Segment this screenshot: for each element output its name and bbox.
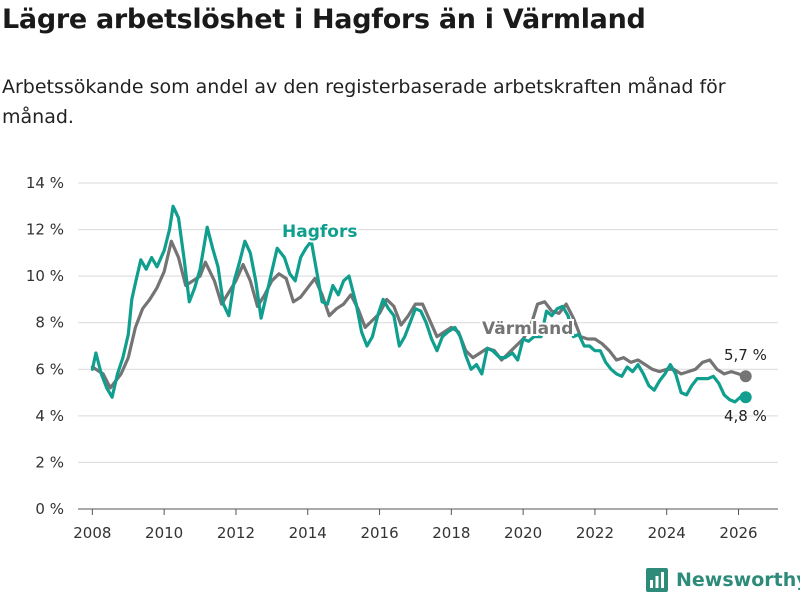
x-tick-label: 2020	[504, 524, 542, 542]
y-gridlines	[78, 182, 778, 463]
y-tick-label: 10 %	[26, 267, 64, 285]
y-tick-label: 6 %	[35, 360, 64, 378]
hagfors-end-marker	[739, 391, 752, 404]
x-tick-label: 2008	[73, 524, 111, 542]
x-tick-label: 2026	[719, 524, 757, 542]
y-axis-labels: 0 % 2 % 4 % 6 % 8 % 10 % 12 % 14 %	[26, 174, 64, 518]
x-tick-label: 2018	[432, 524, 470, 542]
y-tick-label: 8 %	[35, 314, 64, 332]
varmland-end-label: 5,7 %	[724, 346, 767, 364]
x-tick-label: 2022	[576, 524, 614, 542]
hagfors-end-label: 4,8 %	[724, 407, 767, 425]
brand-name: Newsworthy	[676, 569, 800, 591]
y-tick-label: 12 %	[26, 221, 64, 239]
x-axis: 2008 2010 2012 2014 2016 2018 2020 2022 2024 2026	[73, 508, 778, 542]
newsworthy-logo: Newsworthy	[646, 568, 800, 592]
chart-title: Lägre arbetslöshet i Hagfors än i Värmla…	[2, 4, 646, 35]
varmland-line	[90, 239, 748, 390]
series-labels: Värmland Hagfors 5,7 % 4,8 %	[280, 220, 767, 425]
hagfors-line	[90, 204, 748, 404]
x-tick-label: 2016	[360, 524, 398, 542]
x-tick-label: 2024	[648, 524, 686, 542]
y-tick-label: 2 %	[35, 453, 64, 471]
hagfors-series-label: Hagfors	[282, 222, 357, 242]
varmland-series-label: Värmland	[482, 319, 573, 339]
bar-chart-icon	[646, 568, 668, 592]
x-tick-label: 2010	[145, 524, 183, 542]
y-tick-label: 4 %	[35, 407, 64, 425]
x-tick-label: 2012	[217, 524, 255, 542]
x-tick-label: 2014	[289, 524, 327, 542]
chart-subtitle: Arbetssökande som andel av den registerb…	[2, 76, 726, 128]
y-tick-label: 0 %	[35, 500, 64, 518]
y-tick-label: 14 %	[26, 174, 64, 192]
varmland-end-marker	[739, 370, 752, 383]
series-lines	[90, 204, 748, 404]
end-markers	[739, 370, 752, 404]
